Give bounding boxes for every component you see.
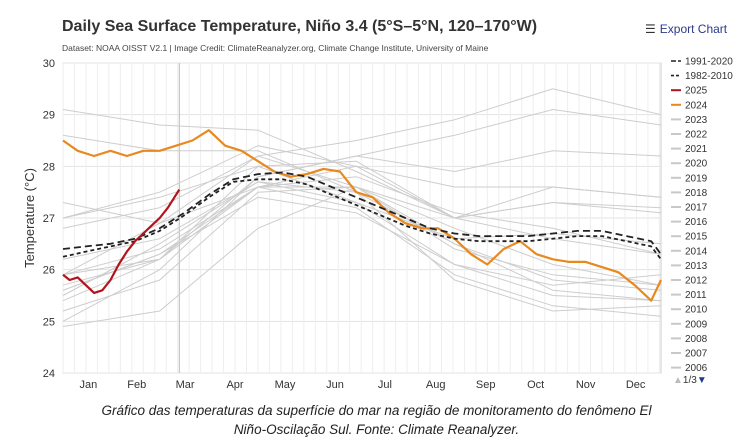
x-tick-label: Apr [226,379,243,391]
legend-item-2020: 2020 [685,159,708,170]
chart-subtitle: Dataset: NOAA OISST V2.1 | Image Credit:… [62,43,489,53]
year-line-2017 [62,155,662,286]
legend-item-2016: 2016 [685,217,708,228]
chart: 24 25 26 27 28 29 30 Jan Feb Mar Apr May Jun Jul Aug Se… [22,57,733,392]
legend-item-2024: 2024 [685,100,708,111]
legend: 1991-2020 1982-2010 2025 2024 2023 2022 2021 20… [671,57,733,374]
year-line-2018 [62,186,662,286]
x-tick-label: Aug [426,379,446,391]
legend-item-2022: 2022 [685,130,708,141]
legend-item-2025: 2025 [685,86,708,97]
legend-item-1991-2020: 1991-2020 [685,57,733,68]
x-tick-label: Feb [127,379,146,391]
legend-item-2015: 2015 [685,232,708,243]
series-line-2024 [62,129,662,302]
grid [62,62,662,374]
legend-item-2023: 2023 [685,115,708,126]
legend-item-2018: 2018 [685,188,708,199]
legend-item-2007: 2007 [685,349,708,360]
axes: 24 25 26 27 28 29 30 Jan Feb Mar Apr May Jun Jul Aug Se… [22,58,646,391]
x-tick-label: Jan [80,379,98,391]
series [62,129,662,302]
legend-item-2013: 2013 [685,261,708,272]
year-line-2015 [62,88,662,229]
series-line-1982-2010 [62,178,662,260]
hamburger-menu-icon: ☰ [645,22,656,36]
x-tick-label: Oct [527,379,544,391]
y-tick-label: 27 [43,213,55,225]
x-tick-label: May [275,379,296,391]
x-tick-label: Sep [476,379,496,391]
x-tick-label: Jul [378,379,392,391]
caption-line-1: Gráfico das temperaturas da superfície d… [101,403,652,418]
y-tick-label: 28 [43,161,55,173]
legend-item-2014: 2014 [685,246,708,257]
legend-item-2011: 2011 [685,290,707,301]
export-chart-button[interactable]: ☰ Export Chart [645,22,727,36]
x-tick-label: Mar [176,379,195,391]
triangle-up-icon[interactable]: ▲ [673,375,683,386]
series-line-2025 [62,189,181,294]
year-line-2006 [62,165,662,291]
year-line-2012 [62,176,662,276]
legend-item-2017: 2017 [685,203,708,214]
export-chart-label: Export Chart [659,22,728,36]
legend-item-2006: 2006 [685,363,708,374]
y-axis-label: Temperature (°C) [22,168,37,268]
y-tick-label: 30 [43,58,55,70]
x-tick-label: Dec [626,379,646,391]
legend-item-2012: 2012 [685,276,708,287]
legend-item-2010: 2010 [685,305,708,316]
y-tick-label: 29 [43,110,55,122]
legend-item-2019: 2019 [685,173,708,184]
legend-page-indicator: 1/3 [682,375,697,386]
year-line-2014 [62,160,662,276]
caption-line-2: Niño-Oscilação Sul. Fonte: Climate Reana… [233,422,520,437]
legend-item-2021: 2021 [685,144,708,155]
x-tick-label: Nov [576,379,596,391]
triangle-down-icon[interactable]: ▼ [696,375,707,386]
chart-title: Daily Sea Surface Temperature, Niño 3.4 … [62,18,538,35]
legend-pager: ▲1/3▼ [673,375,707,386]
legend-item-1982-2010: 1982-2010 [685,71,733,82]
year-line-2007 [62,186,662,317]
y-tick-label: 25 [43,316,55,328]
y-tick-label: 26 [43,265,55,277]
y-tick-label: 24 [43,368,55,380]
legend-item-2009: 2009 [685,319,708,330]
legend-item-2008: 2008 [685,334,708,345]
x-tick-label: Jun [326,379,344,391]
figure-caption: Gráfico das temperaturas da superfície d… [0,401,753,439]
series-line-1991-2020 [62,171,662,255]
